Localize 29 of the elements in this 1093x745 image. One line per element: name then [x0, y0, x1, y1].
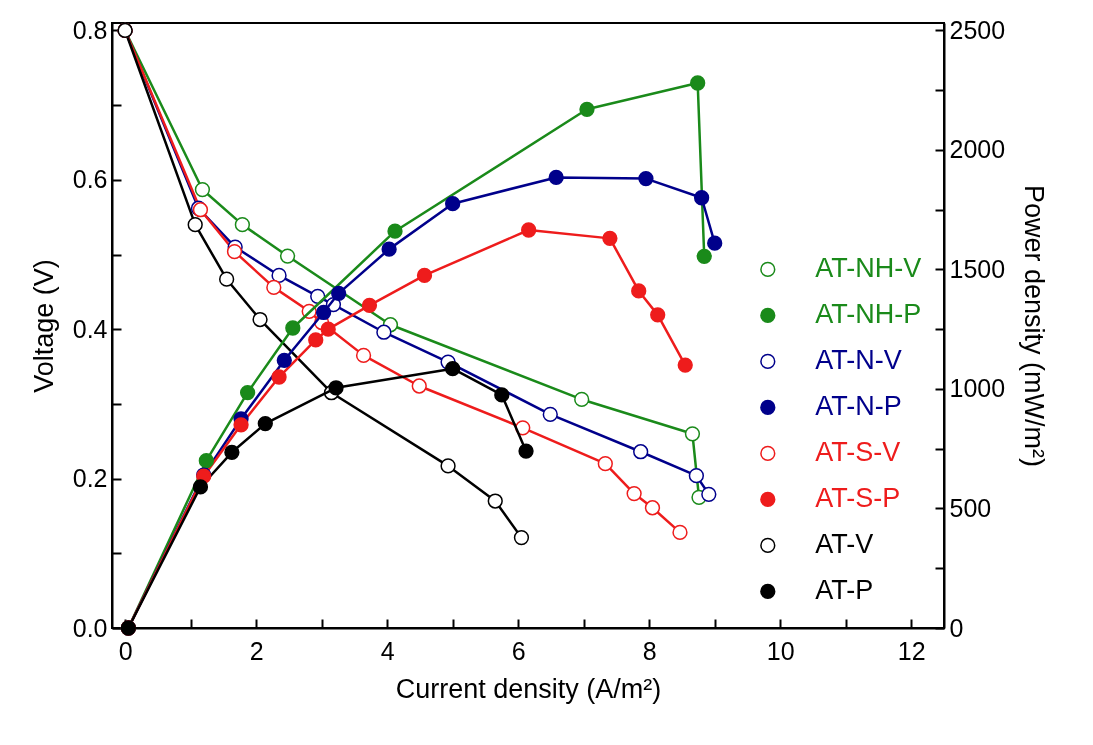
- y2-tick-label: 2000: [949, 135, 1006, 164]
- legend-label: AT-N-V: [815, 345, 902, 376]
- legend-label: AT-NH-V: [815, 253, 922, 284]
- legend-label: AT-S-V: [815, 437, 901, 468]
- x-tick-label: 10: [766, 636, 795, 665]
- y2-tick-label: 1000: [949, 374, 1006, 403]
- legend-label: AT-S-P: [815, 483, 901, 514]
- x-tick-label: 8: [642, 636, 657, 665]
- y-tick-label: 0.2: [72, 464, 108, 493]
- y2-tick-label: 2500: [949, 15, 1006, 44]
- y-tick-label: 0.6: [72, 165, 108, 194]
- legend-label: AT-V: [815, 529, 874, 560]
- y2-tick-label: 500: [949, 493, 992, 522]
- y-axis-title: Voltage (V): [28, 259, 59, 393]
- y-tick-label: 0.8: [72, 15, 108, 44]
- legend-label: AT-NH-P: [815, 299, 922, 330]
- y-tick-label: 0.0: [72, 613, 108, 642]
- x-tick-label: 4: [380, 636, 395, 665]
- y2-tick-label: 0: [949, 613, 964, 642]
- y2-axis-title: Power density (mW/m²): [1019, 184, 1050, 468]
- y2-tick-label: 1500: [949, 254, 1006, 283]
- x-tick-label: 12: [897, 636, 926, 665]
- x-tick-label: 0: [118, 636, 133, 665]
- legend-label: AT-N-P: [815, 391, 902, 422]
- x-axis-title: Current density (A/m²): [395, 673, 662, 704]
- x-tick-label: 6: [511, 636, 526, 665]
- legend-label: AT-P: [815, 575, 874, 606]
- y-tick-label: 0.4: [72, 314, 108, 343]
- x-tick-label: 2: [249, 636, 264, 665]
